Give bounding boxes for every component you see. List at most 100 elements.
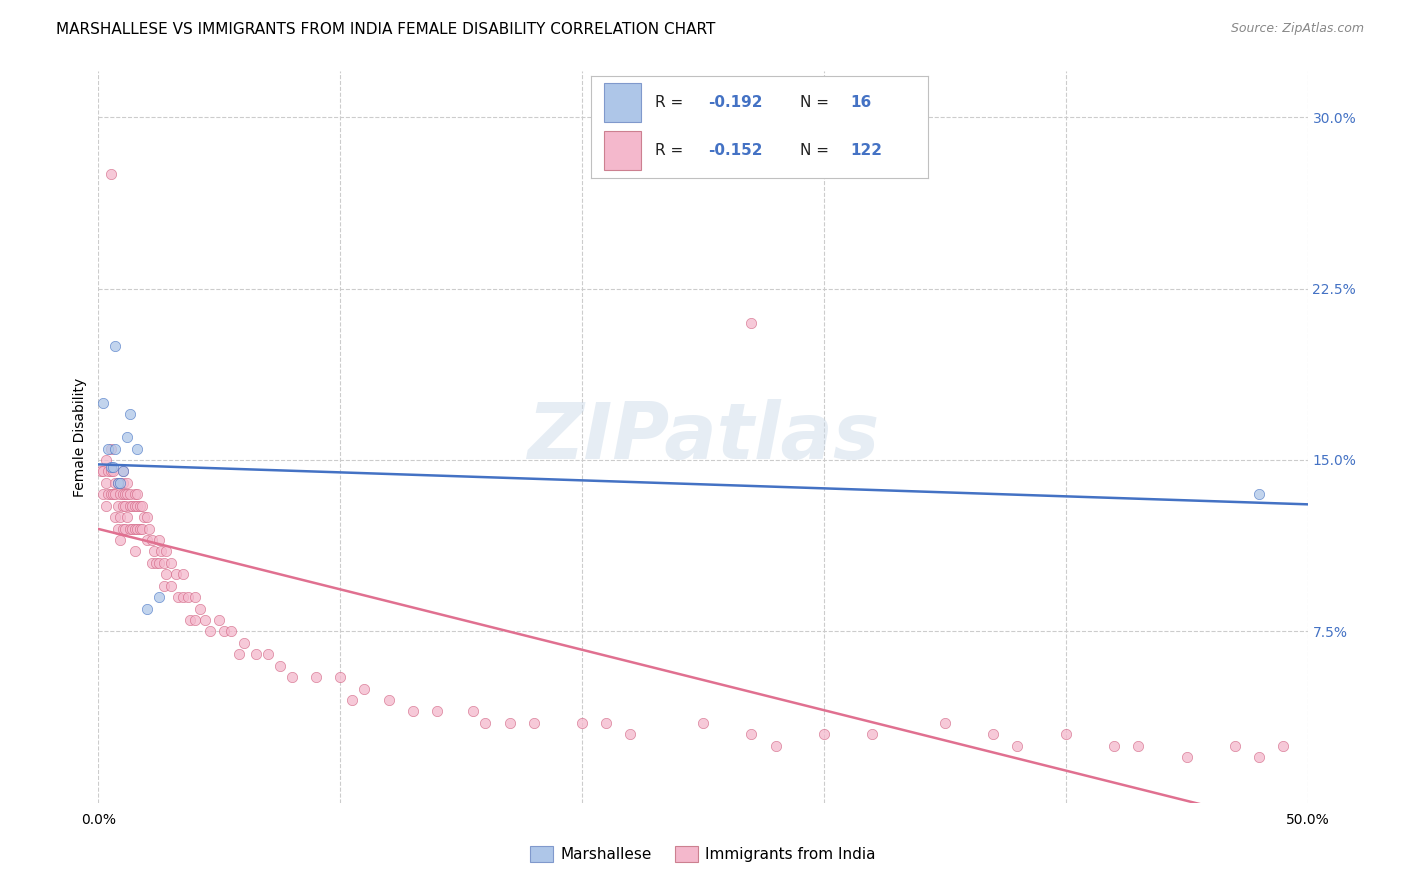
Point	[91, 487, 114, 501]
Point	[127, 442, 149, 456]
Point	[118, 521, 141, 535]
Point	[104, 338, 127, 352]
Point	[100, 464, 122, 478]
Point	[131, 521, 153, 535]
Point	[523, 715, 546, 730]
Point	[101, 464, 124, 478]
Point	[134, 510, 156, 524]
Point	[1102, 739, 1125, 753]
Text: R =: R =	[655, 95, 688, 110]
Point	[148, 590, 170, 604]
Point	[1272, 739, 1295, 753]
Point	[692, 715, 714, 730]
Point	[124, 499, 146, 513]
Point	[94, 475, 117, 490]
Point	[135, 510, 157, 524]
Point	[329, 670, 352, 684]
Point	[152, 556, 174, 570]
Point	[138, 521, 160, 535]
Point	[111, 499, 134, 513]
Point	[100, 442, 122, 456]
Point	[127, 521, 149, 535]
Point	[101, 487, 124, 501]
Point	[377, 693, 399, 707]
Point	[121, 499, 143, 513]
Point	[740, 727, 762, 741]
Point	[91, 396, 114, 410]
Point	[118, 487, 141, 501]
Point	[111, 475, 134, 490]
Point	[118, 407, 141, 421]
Point	[104, 475, 127, 490]
Point	[100, 487, 122, 501]
Point	[145, 556, 167, 570]
Point	[117, 510, 139, 524]
Point	[104, 487, 127, 501]
Text: 16: 16	[851, 95, 872, 110]
Text: -0.152: -0.152	[709, 144, 763, 158]
Point	[148, 556, 170, 570]
Legend: Marshallese, Immigrants from India: Marshallese, Immigrants from India	[524, 840, 882, 868]
Bar	[605, 83, 641, 122]
Point	[172, 590, 194, 604]
Point	[160, 579, 183, 593]
Point	[91, 464, 114, 478]
Point	[860, 727, 883, 741]
Point	[152, 579, 174, 593]
Text: Source: ZipAtlas.com: Source: ZipAtlas.com	[1230, 22, 1364, 36]
Point	[117, 475, 139, 490]
Point	[1054, 727, 1077, 741]
Point	[177, 590, 200, 604]
Point	[1007, 739, 1029, 753]
Point	[155, 567, 177, 582]
Point	[184, 590, 207, 604]
Point	[402, 705, 425, 719]
Point	[108, 475, 131, 490]
Point	[117, 430, 139, 444]
Point	[114, 487, 136, 501]
Point	[128, 521, 150, 535]
Point	[212, 624, 235, 639]
Point	[281, 670, 304, 684]
Point	[118, 499, 141, 513]
Y-axis label: Female Disability: Female Disability	[73, 377, 87, 497]
Point	[256, 647, 278, 661]
Point	[474, 715, 496, 730]
Point	[245, 647, 267, 661]
Point	[1223, 739, 1246, 753]
Point	[813, 727, 835, 741]
Point	[101, 459, 124, 474]
Point	[111, 464, 134, 478]
Point	[108, 510, 131, 524]
Point	[595, 715, 617, 730]
Point	[165, 567, 187, 582]
Point	[107, 475, 129, 490]
Point	[160, 556, 183, 570]
Point	[740, 316, 762, 330]
Point	[114, 521, 136, 535]
Point	[353, 681, 375, 696]
Point	[148, 533, 170, 547]
Point	[426, 705, 449, 719]
Point	[97, 442, 120, 456]
Point	[208, 613, 231, 627]
Text: -0.192: -0.192	[709, 95, 763, 110]
Point	[232, 636, 254, 650]
Point	[498, 715, 520, 730]
Point	[228, 647, 250, 661]
Point	[571, 715, 593, 730]
Text: MARSHALLESE VS IMMIGRANTS FROM INDIA FEMALE DISABILITY CORRELATION CHART: MARSHALLESE VS IMMIGRANTS FROM INDIA FEM…	[56, 22, 716, 37]
Point	[100, 167, 122, 181]
Point	[1128, 739, 1150, 753]
Point	[124, 544, 146, 558]
Point	[107, 475, 129, 490]
Point	[124, 521, 146, 535]
Point	[94, 499, 117, 513]
Text: R =: R =	[655, 144, 688, 158]
Point	[128, 499, 150, 513]
Point	[127, 499, 149, 513]
Point	[131, 499, 153, 513]
Point	[184, 613, 207, 627]
Point	[1175, 750, 1198, 764]
Point	[135, 601, 157, 615]
